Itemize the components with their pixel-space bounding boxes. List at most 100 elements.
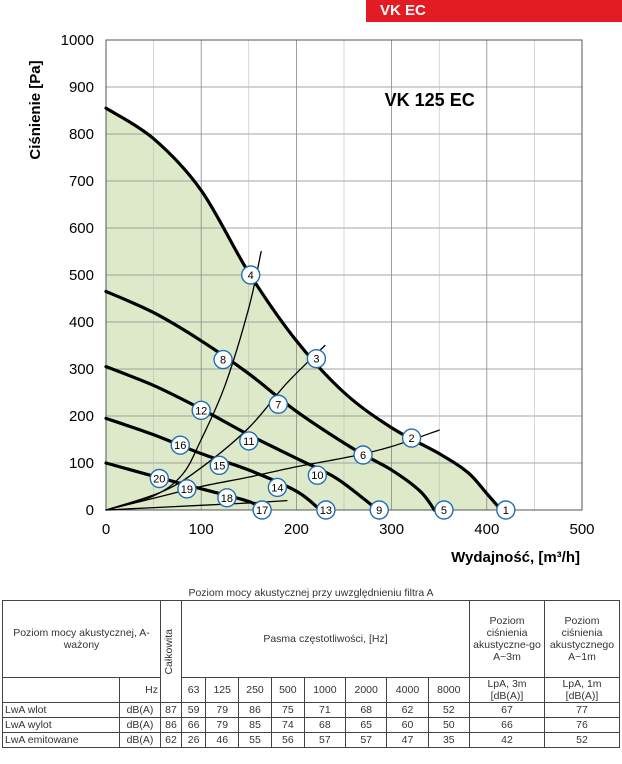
freq-cell: 250: [238, 677, 272, 703]
y-axis-label: Ciśnienie [Pa]: [27, 60, 44, 159]
point-marker: [252, 500, 272, 520]
table-row: LwA emitowane dB(A) 62 26 46 55 56 57 57…: [2, 732, 620, 748]
point-marker-label: 15: [213, 460, 225, 472]
cell-lpa3: 42: [469, 732, 545, 748]
point-marker-label: 10: [311, 470, 323, 482]
point-marker: [434, 500, 454, 520]
x-tick-label: 400: [474, 521, 499, 538]
row-total: 62: [160, 732, 182, 748]
cell-lpa3: 67: [469, 702, 545, 718]
row-unit: dB(A): [119, 717, 161, 733]
row-unit: dB(A): [119, 732, 161, 748]
series-line: [104, 365, 379, 512]
operating-area: [106, 108, 502, 511]
series-line: [105, 429, 440, 511]
freq-cell: 1000: [303, 677, 347, 703]
point-marker: [401, 428, 422, 448]
point-marker: [213, 349, 233, 370]
point-marker: [496, 500, 516, 520]
row-header: Poziom mocy akustycznej, A-ważony: [2, 600, 161, 678]
series-line: [104, 289, 437, 512]
cell: 68: [303, 717, 347, 733]
point-marker-label: 1: [503, 505, 509, 517]
point-marker: [177, 479, 197, 499]
point-marker-label: 9: [376, 505, 382, 517]
y-tick-label: 800: [69, 126, 94, 143]
point-marker: [369, 500, 389, 520]
point-marker: [267, 477, 288, 498]
cell: 60: [386, 717, 429, 733]
table-caption: Poziom mocy akustycznej przy uwzględnien…: [188, 587, 434, 599]
cell-lpa1: 52: [544, 732, 620, 748]
point-marker-label: 12: [195, 405, 207, 417]
row-total: 87: [160, 702, 182, 718]
y-tick-label: 700: [69, 173, 94, 190]
cell: 79: [205, 717, 240, 733]
y-tick-label: 300: [69, 361, 94, 378]
point-marker: [353, 445, 373, 465]
row-label: LwA wylot: [2, 717, 120, 733]
lpa3-unit: LpA, 3m [dB(A)]: [469, 677, 545, 703]
row-total: 86: [160, 717, 182, 733]
lpa1-unit: LpA, 1m [dB(A)]: [544, 677, 620, 703]
point-marker: [306, 348, 327, 369]
point-marker-label: 6: [360, 450, 366, 462]
point-marker: [239, 431, 259, 451]
freq-cell: 500: [270, 677, 305, 703]
total-header: Całkowita: [160, 600, 182, 703]
cell: 55: [238, 732, 272, 748]
y-tick-label: 400: [69, 314, 94, 331]
lpa1-header: Poziom ciśnienia akustycznego A~1m: [544, 600, 620, 678]
lpa3-header: Poziom ciśnienia akustyczne-go A~3m: [469, 600, 545, 678]
fan-performance-chart: 0 100 200 300 400 500 0 100 200 300 400 500 600 700 80…: [27, 32, 595, 566]
point-marker-label: 4: [248, 270, 254, 282]
acoustic-table: Poziom mocy akustycznej przy uwzględnien…: [2, 586, 620, 748]
cell: 74: [270, 717, 305, 733]
product-badge: VK EC: [366, 0, 622, 22]
point-marker: [307, 465, 328, 485]
point-marker-label: 8: [220, 355, 226, 367]
cell: 59: [180, 702, 207, 718]
cell: 85: [238, 717, 272, 733]
x-tick-label: 200: [284, 521, 309, 538]
point-marker-label: 17: [256, 505, 268, 517]
x-tick-label: 300: [379, 521, 404, 538]
freq-cell: 2000: [345, 677, 388, 703]
point-marker: [316, 500, 336, 520]
y-tick-label: 200: [69, 408, 94, 425]
x-axis-label: Wydajność, [m³/h]: [451, 549, 580, 566]
plot-frame: [105, 39, 583, 511]
cell: 57: [303, 732, 347, 748]
freq-cell: 63: [180, 677, 207, 703]
cell-lpa1: 77: [544, 702, 620, 718]
x-tick-label: 0: [102, 521, 110, 538]
cell: 66: [180, 717, 207, 733]
y-tick-label: 0: [86, 502, 94, 519]
point-marker: [170, 435, 190, 455]
point-marker: [241, 265, 261, 285]
cell: 56: [270, 732, 305, 748]
chart-title: VK 125 EC: [385, 90, 475, 110]
series-line: [105, 250, 262, 511]
cell: 35: [427, 732, 471, 748]
hz-label: Hz: [119, 677, 161, 703]
point-marker-label: 5: [441, 505, 447, 517]
point-marker: [209, 455, 229, 476]
cell: 52: [427, 702, 471, 718]
point-marker-label: 3: [313, 354, 319, 366]
cell: 86: [238, 702, 272, 718]
freq-cell: 4000: [386, 677, 429, 703]
cell: 62: [386, 702, 429, 718]
point-marker-label: 14: [271, 482, 283, 494]
row-unit: dB(A): [119, 702, 161, 718]
point-marker: [191, 400, 211, 421]
cell: 68: [345, 702, 388, 718]
point-marker-label: 11: [243, 436, 254, 448]
cell: 26: [180, 732, 207, 748]
series-line: [104, 106, 503, 512]
cell: 47: [386, 732, 429, 748]
y-tick-label: 600: [69, 220, 94, 237]
cell: 57: [345, 732, 388, 748]
cell-lpa1: 76: [544, 717, 620, 733]
y-tick-label: 900: [69, 79, 94, 96]
